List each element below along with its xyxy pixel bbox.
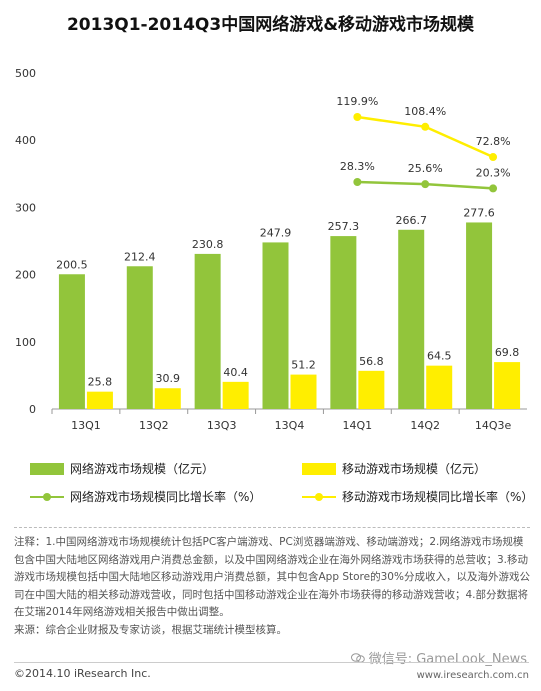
bar [466,222,493,409]
bar-value-label: 247.9 [260,226,292,239]
y-tick-label: 500 [15,67,36,80]
website: www.iresearch.com.cn [416,670,529,681]
bar-value-label: 30.9 [156,372,181,385]
bar [126,266,153,409]
notes: 注释：1.中国网络游戏市场规模统计包括PC客户端游戏、PC浏览器端游戏、移动端游… [14,527,530,639]
legend-label: 移动游戏市场规模（亿元） [342,462,487,476]
legend-swatch-mobile-line [302,491,336,503]
bar [290,374,317,409]
legend-item-online-scale: 网络游戏市场规模（亿元） [30,460,214,477]
y-tick-label: 100 [15,336,36,349]
x-tick-label: 14Q1 [343,419,373,432]
bar [262,242,289,409]
legend-label: 网络游戏市场规模（亿元） [70,462,215,476]
bar [358,370,385,409]
x-tick-label: 13Q3 [207,419,237,432]
bar [222,381,249,409]
legend-item-mobile-scale: 移动游戏市场规模（亿元） [302,460,486,477]
y-tick-label: 0 [29,403,36,416]
bar-value-label: 257.3 [328,220,360,233]
bar-value-label: 56.8 [359,355,384,368]
bar-value-label: 230.8 [192,238,224,251]
growth-label: 25.6% [408,162,443,175]
bar-value-label: 277.6 [463,206,495,219]
growth-point [421,180,430,189]
bar-value-label: 212.4 [124,250,156,263]
growth-point [489,153,498,162]
growth-point [353,113,362,121]
source-text: 来源：综合企业财报及专家访谈，根据艾瑞统计模型核算。 [14,623,287,636]
growth-label: 28.3% [340,160,375,173]
bar-line-chart: 0 100 200 300 400 500 200.5 212.4 230.8 247.9 257… [15,67,527,432]
y-tick-label: 200 [15,269,36,282]
growth-label: 108.4% [404,105,446,118]
copyright: ©2014.10 iResearch Inc. [14,667,151,680]
watermark: 微信号: GameLook_News [350,648,527,667]
y-tick-label: 400 [15,134,36,147]
bar [194,253,221,409]
bar-value-label: 69.8 [495,346,520,359]
wechat-icon [350,652,365,663]
legend-label: 网络游戏市场规模同比增长率（%） [70,490,262,504]
notes-text: 注释：1.中国网络游戏市场规模统计包括PC客户端游戏、PC浏览器端游戏、移动端游… [14,536,530,618]
growth-label: 72.8% [476,135,511,148]
growth-label: 119.9% [336,95,378,108]
bar-value-label: 51.2 [291,359,316,372]
growth-label: 20.3% [476,166,511,179]
legend-item-mobile-growth: 移动游戏市场规模同比增长率（%） [302,488,533,505]
watermark-text: 微信号: GameLook_News [368,652,527,667]
x-tick-label: 13Q4 [275,419,305,432]
x-tick-label: 14Q2 [410,419,440,432]
bar-value-label: 40.4 [223,366,248,379]
growth-point [421,122,430,131]
trend-lines: 28.3% 25.6% 20.3% 119.9% 108.4% 72.8% [336,95,511,193]
y-tick-label: 300 [15,201,36,214]
x-tick-label: 14Q3e [475,419,512,432]
growth-point [489,184,498,193]
legend-swatch-online-line [30,491,64,503]
bar [154,388,181,409]
bars: 200.5 212.4 230.8 247.9 257.3 266.7 277.6 25.8 3… [56,206,521,409]
bar-value-label: 64.5 [427,350,452,363]
legend-item-online-growth: 网络游戏市场规模同比增长率（%） [30,488,261,505]
bar-value-label: 25.8 [88,376,113,389]
legend-swatch-mobile-bar [302,462,336,475]
bar [58,274,85,409]
bar [330,236,357,409]
bar-value-label: 266.7 [395,214,427,227]
bar [426,365,453,409]
growth-point [353,178,362,186]
bar [398,229,425,409]
legend-label: 移动游戏市场规模同比增长率（%） [342,490,534,504]
x-tick-label: 13Q1 [71,419,101,432]
x-axis: 13Q1 13Q2 13Q3 13Q4 14Q1 14Q2 14Q3e [51,409,512,432]
bar [86,391,113,409]
bar [494,362,521,409]
x-tick-label: 13Q2 [139,419,169,432]
footer-divider [14,662,529,663]
legend-swatch-online-bar [30,462,64,475]
chart-title: 2013Q1-2014Q3中国网络游戏&移动游戏市场规模 [66,15,475,35]
bar-value-label: 200.5 [56,258,88,271]
